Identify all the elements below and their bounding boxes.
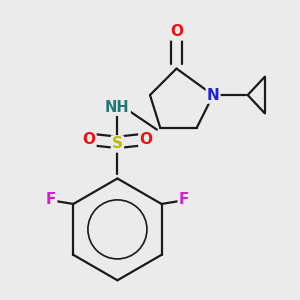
Text: F: F: [46, 192, 56, 207]
Text: F: F: [179, 192, 189, 207]
Text: NH: NH: [105, 100, 130, 115]
Text: S: S: [112, 136, 123, 152]
Text: O: O: [170, 24, 183, 39]
Text: O: O: [140, 132, 152, 147]
Text: O: O: [82, 132, 95, 147]
Text: N: N: [207, 88, 220, 103]
